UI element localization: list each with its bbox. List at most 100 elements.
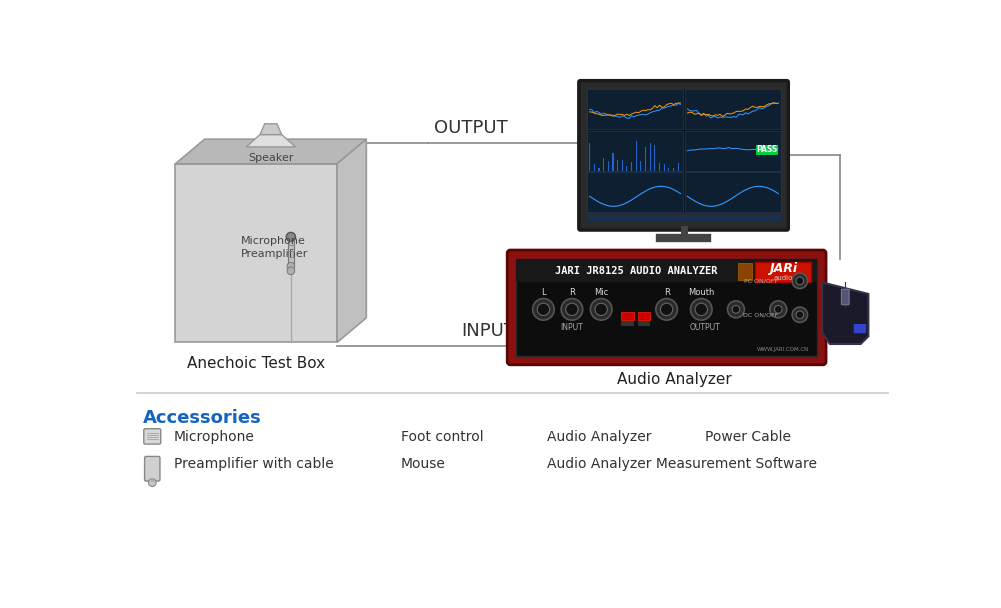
Bar: [517, 259, 817, 356]
Text: PC ON/OFF: PC ON/OFF: [744, 278, 779, 283]
FancyBboxPatch shape: [144, 457, 160, 481]
Bar: [589, 143, 591, 171]
Bar: [631, 162, 633, 171]
Bar: [627, 166, 628, 171]
Text: INPUT: INPUT: [561, 323, 584, 331]
Polygon shape: [337, 139, 366, 342]
Bar: [617, 160, 619, 171]
Text: L: L: [542, 288, 546, 297]
Bar: [678, 163, 679, 171]
Text: Mouse: Mouse: [401, 457, 445, 471]
Text: Mouth: Mouth: [688, 288, 715, 297]
Text: OUTPUT: OUTPUT: [434, 119, 508, 137]
Text: JARi: JARi: [769, 262, 797, 275]
Text: Preamplifier with cable: Preamplifier with cable: [174, 457, 333, 471]
Circle shape: [775, 305, 782, 313]
FancyBboxPatch shape: [579, 81, 788, 230]
Bar: [685, 131, 781, 171]
Polygon shape: [822, 282, 869, 344]
Polygon shape: [175, 164, 337, 342]
Text: Preamplifier: Preamplifier: [241, 249, 308, 259]
FancyBboxPatch shape: [854, 324, 866, 333]
Circle shape: [796, 277, 804, 285]
Bar: [588, 131, 683, 171]
Circle shape: [695, 303, 708, 316]
Text: R: R: [569, 288, 575, 297]
Polygon shape: [260, 124, 281, 134]
Text: PASS: PASS: [756, 145, 778, 154]
Bar: [685, 172, 781, 212]
Circle shape: [595, 303, 608, 316]
Circle shape: [591, 299, 612, 320]
Bar: [587, 88, 781, 213]
Bar: [685, 89, 781, 129]
Bar: [603, 158, 605, 171]
Text: Accessories: Accessories: [143, 409, 262, 427]
Text: R: R: [664, 288, 670, 297]
Circle shape: [148, 478, 156, 486]
Bar: [639, 312, 651, 320]
Circle shape: [770, 301, 787, 318]
Text: Anechoic Test Box: Anechoic Test Box: [187, 356, 325, 371]
Bar: [650, 143, 651, 171]
Text: Microphone: Microphone: [241, 236, 305, 246]
Bar: [517, 259, 817, 282]
Circle shape: [796, 311, 804, 319]
Bar: [645, 147, 646, 171]
Text: WWW.JARI.COM.CN: WWW.JARI.COM.CN: [757, 347, 809, 352]
Text: Audio Analyzer: Audio Analyzer: [617, 373, 732, 387]
Circle shape: [732, 305, 740, 313]
Bar: [659, 163, 660, 171]
Text: audio: audio: [773, 275, 793, 281]
Text: JARI JR8125 AUDIO ANALYZER: JARI JR8125 AUDIO ANALYZER: [555, 266, 717, 276]
Text: Microphone: Microphone: [174, 430, 254, 444]
FancyBboxPatch shape: [144, 429, 161, 444]
Text: OUTPUT: OUTPUT: [690, 323, 721, 331]
Bar: [641, 161, 642, 171]
Bar: [756, 145, 778, 156]
Bar: [738, 263, 752, 280]
Text: DC ON/OFF: DC ON/OFF: [743, 313, 779, 317]
Bar: [288, 241, 294, 264]
Text: Power Cable: Power Cable: [705, 430, 791, 444]
Circle shape: [562, 299, 583, 320]
Text: Foot control: Foot control: [401, 430, 483, 444]
Circle shape: [728, 301, 745, 318]
Bar: [639, 321, 651, 325]
Circle shape: [661, 303, 673, 316]
Circle shape: [566, 303, 579, 316]
FancyBboxPatch shape: [842, 289, 849, 305]
Circle shape: [533, 299, 555, 320]
Circle shape: [286, 232, 295, 241]
Bar: [755, 261, 811, 282]
FancyBboxPatch shape: [508, 250, 826, 365]
Bar: [599, 168, 600, 171]
Bar: [608, 161, 609, 171]
Bar: [622, 312, 634, 320]
Bar: [655, 145, 656, 171]
Circle shape: [287, 267, 294, 275]
Bar: [613, 153, 614, 171]
Bar: [622, 321, 634, 325]
Bar: [664, 164, 665, 171]
Bar: [669, 168, 670, 171]
Polygon shape: [175, 139, 366, 164]
Bar: [594, 164, 595, 171]
Polygon shape: [246, 134, 295, 147]
Bar: [636, 141, 637, 171]
Text: Audio Analyzer: Audio Analyzer: [548, 430, 652, 444]
Circle shape: [287, 263, 294, 270]
Circle shape: [792, 273, 808, 289]
Bar: [622, 160, 623, 171]
Circle shape: [792, 307, 808, 322]
Bar: [588, 172, 683, 212]
Bar: [588, 89, 683, 129]
Circle shape: [538, 303, 550, 316]
Text: INPUT: INPUT: [461, 322, 516, 340]
Text: Speaker: Speaker: [248, 153, 293, 163]
Bar: [673, 168, 674, 171]
Text: Audio Analyzer Measurement Software: Audio Analyzer Measurement Software: [548, 457, 817, 471]
Circle shape: [691, 299, 712, 320]
Circle shape: [656, 299, 678, 320]
Bar: [587, 215, 781, 221]
